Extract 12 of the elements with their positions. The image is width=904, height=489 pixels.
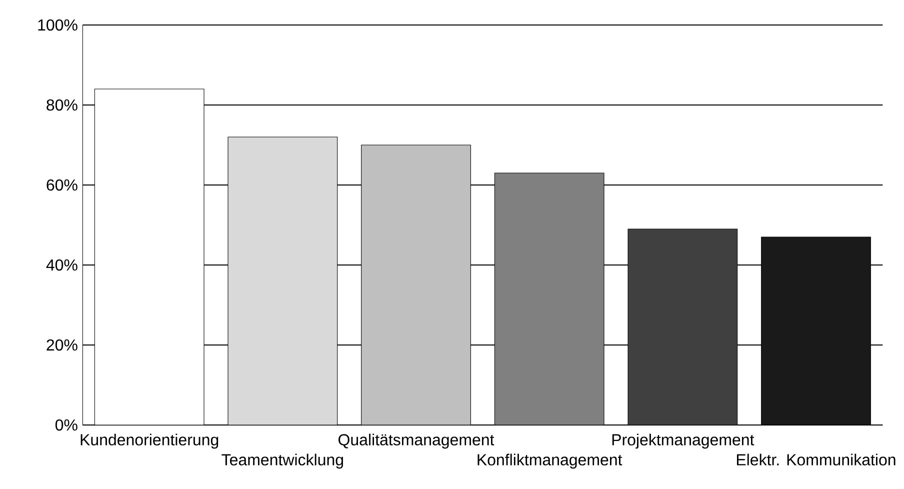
y-tick-label: 40% [46,259,78,271]
y-tick-label: 100% [38,19,78,31]
y-tick-label: 0% [55,419,78,431]
y-tick-label: 80% [46,99,78,111]
x-tick-label: Konfliktmanagement [478,454,622,469]
x-tick-label: Teamentwicklung [222,454,343,469]
y-tick-label: 20% [46,339,78,351]
x-tick-label: Projektmanagement [612,434,754,449]
x-tick-label: Elektr. Kommunikation [736,454,896,466]
y-tick-label: 60% [46,179,78,191]
x-tick-label: Qualitätsmanagement [338,434,494,449]
x-tick-label: Kundenorientierung [80,434,218,449]
